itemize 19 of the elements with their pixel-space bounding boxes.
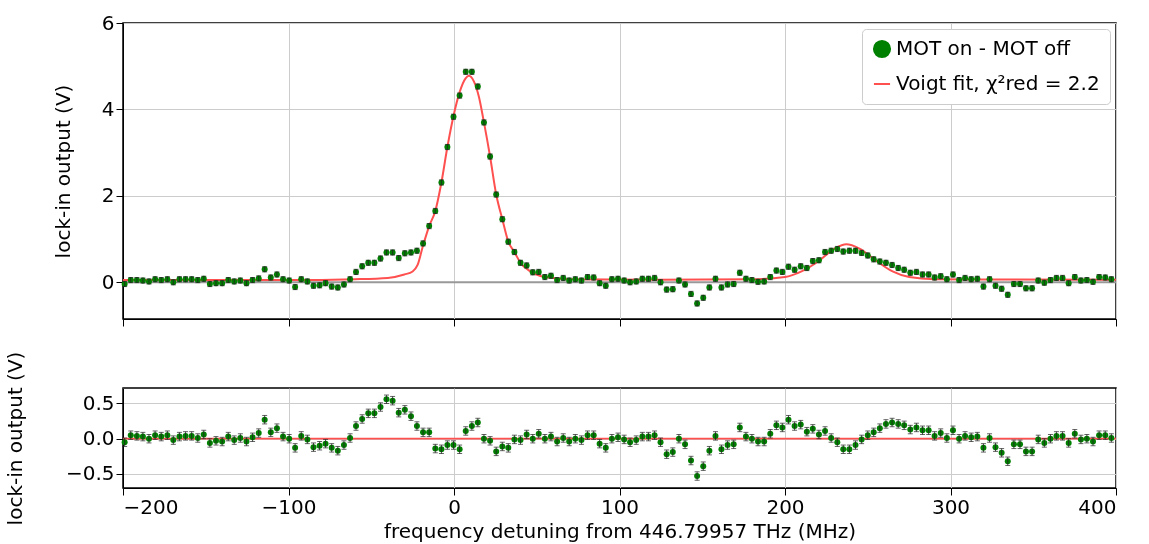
x-tick-label: −100 <box>261 494 317 519</box>
y-axis-title: lock-in output (V) <box>50 84 75 259</box>
x-tick-label: 400 <box>1078 494 1117 519</box>
x-tick-label: 300 <box>931 494 971 519</box>
x-tick-label: −200 <box>123 494 179 519</box>
legend-label: Voigt fit, χ²red = 2.2 <box>896 71 1100 95</box>
y-axis-title: lock-in output (V) <box>2 351 27 526</box>
x-tick-label: 200 <box>766 494 805 519</box>
y-tick-label: 2 <box>101 183 115 208</box>
y-tick-label: 4 <box>101 96 115 121</box>
y-tick-label: 0.5 <box>82 390 115 415</box>
y-tick-label: −0.5 <box>65 461 115 486</box>
x-tick-label: 100 <box>600 494 640 519</box>
legend-label: MOT on - MOT off <box>896 36 1072 60</box>
y-tick-label: 0 <box>101 269 115 294</box>
y-tick-label: 0.0 <box>82 426 115 451</box>
y-tick-label: 6 <box>101 10 115 35</box>
x-tick-label: 0 <box>448 494 461 519</box>
x-axis-title: frequency detuning from 446.79957 THz (MHz) <box>383 518 857 543</box>
